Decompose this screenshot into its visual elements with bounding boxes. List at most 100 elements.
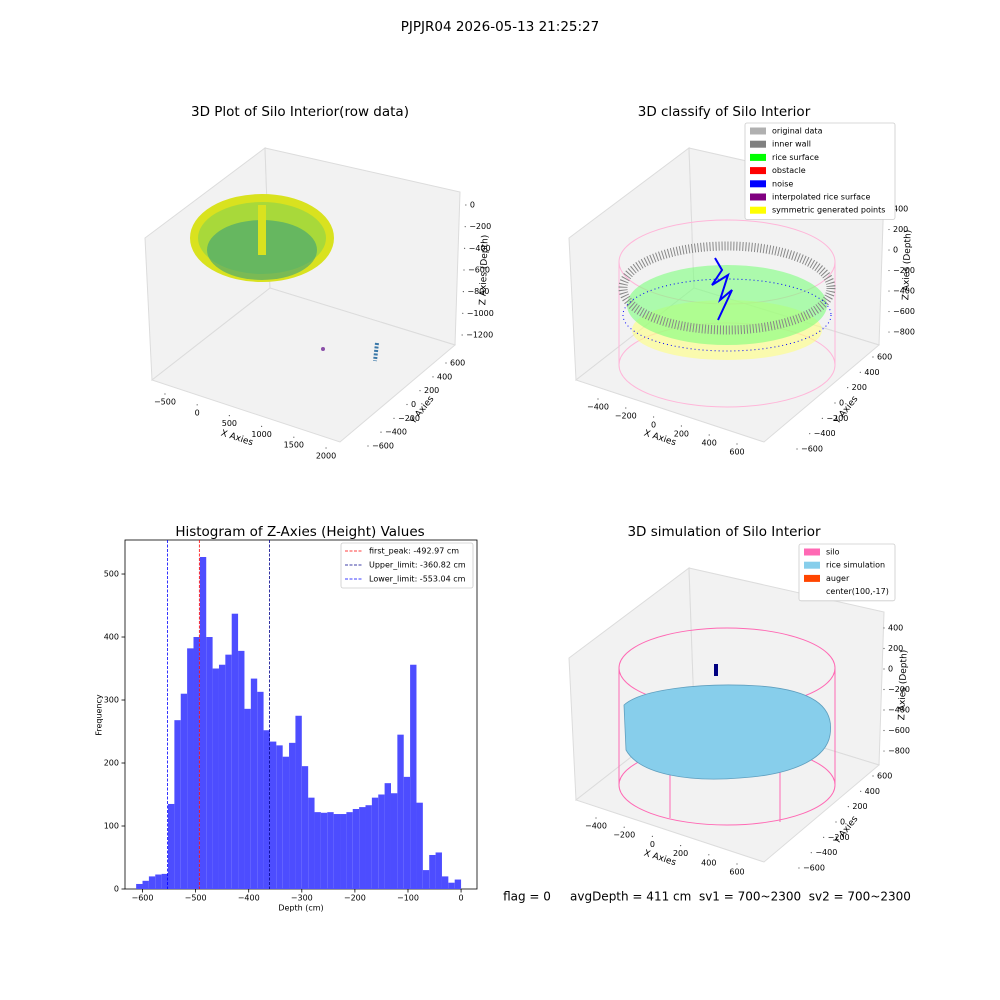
- z-tick: [888, 269, 890, 272]
- legend-label: original data: [772, 127, 823, 136]
- chart-title: 3D classify of Silo Interior: [638, 104, 811, 120]
- y-tick-label: 600: [877, 771, 892, 780]
- y-tick: [835, 821, 837, 823]
- x-tick-label: −500: [154, 398, 176, 407]
- y-tick: [445, 362, 447, 364]
- bar: [359, 807, 366, 889]
- bar: [397, 734, 404, 889]
- y-tick: [810, 852, 812, 854]
- bar: [435, 852, 442, 889]
- legend-box: [744, 122, 896, 220]
- z-tick-label: −600: [888, 726, 910, 735]
- chart-title: 3D simulation of Silo Interior: [627, 524, 821, 540]
- legend-label: silo: [826, 548, 840, 557]
- z-tick-label: 0: [893, 246, 898, 255]
- bar: [212, 668, 219, 889]
- legend-swatch: [750, 206, 766, 214]
- legend-swatch: [750, 193, 766, 201]
- y-tick-label: 0: [411, 400, 416, 409]
- z-tick: [888, 290, 890, 292]
- x-tick: [736, 443, 738, 445]
- x-tick-label: 0: [650, 840, 655, 849]
- bar: [206, 637, 213, 889]
- chart-title: Histogram of Z-Axies (Height) Values: [175, 524, 424, 540]
- bar: [365, 805, 372, 889]
- x-tick: [625, 407, 627, 409]
- x-tick-label: −400: [238, 894, 260, 903]
- bar: [416, 802, 423, 889]
- z-tick: [888, 228, 890, 231]
- bar: [429, 854, 436, 889]
- bar: [193, 637, 200, 889]
- z-tick: [883, 729, 885, 732]
- y-tick-label: −600: [803, 864, 825, 873]
- z-tick-label: −400: [888, 706, 910, 715]
- z-tick-label: −400: [469, 244, 491, 253]
- z-tick: [461, 334, 463, 336]
- z-tick-label: −800: [888, 747, 910, 756]
- z-tick: [883, 668, 885, 670]
- legend-box: [798, 543, 896, 602]
- x-tick: [261, 425, 263, 427]
- z-tick: [465, 204, 467, 206]
- y-tick-label: 300: [104, 696, 119, 705]
- y-tick: [798, 867, 800, 869]
- legend-swatch: [750, 127, 766, 135]
- bar: [308, 797, 315, 889]
- x-tick: [293, 436, 295, 438]
- legend-swatch: [804, 561, 820, 569]
- legend-label: Lower_limit: -553.04 cm: [369, 575, 466, 584]
- z-tick-label: 400: [893, 205, 908, 214]
- bar: [289, 742, 296, 889]
- y-tick: [432, 376, 434, 378]
- z-tick: [463, 269, 465, 271]
- z-tick-label: −1200: [466, 330, 493, 339]
- x-tick-label: 1500: [284, 441, 304, 450]
- y-tick: [872, 356, 874, 358]
- x-tick-label: 0: [195, 408, 200, 417]
- bar: [148, 876, 156, 889]
- inner-wall: [618, 241, 836, 335]
- z-tick-label: −400: [893, 287, 915, 296]
- point: [321, 347, 325, 351]
- z-tick: [464, 226, 466, 228]
- bar: [327, 812, 334, 889]
- y-tick-label: 400: [865, 787, 880, 796]
- z-tick-label: −600: [893, 307, 915, 316]
- y-tick: [380, 431, 382, 433]
- bar: [199, 557, 207, 889]
- z-tick: [888, 249, 890, 251]
- x-tick: [653, 416, 655, 418]
- x-tick-label: 500: [222, 419, 237, 428]
- bar: [340, 814, 347, 889]
- bar: [231, 613, 239, 889]
- bar: [441, 876, 449, 889]
- bar: [301, 766, 309, 889]
- y-tick-label: 400: [104, 633, 119, 642]
- z-tick-label: 0: [888, 664, 893, 673]
- auger: [714, 664, 718, 676]
- z-tick: [883, 647, 885, 650]
- legend-label: first_peak: -492.97 cm: [369, 547, 459, 556]
- bar: [168, 803, 175, 889]
- x-tick: [597, 398, 599, 400]
- z-axis-label: Z Axies (Depth): [897, 650, 909, 721]
- y-tick: [821, 417, 823, 419]
- x-axis-label: X Axies: [642, 429, 677, 449]
- x-tick: [228, 415, 230, 417]
- y-tick: [859, 371, 861, 373]
- bar: [244, 708, 251, 889]
- z-tick-label: 200: [893, 225, 908, 234]
- y-tick-label: 0: [114, 885, 119, 894]
- z-tick: [462, 291, 464, 293]
- bar: [269, 741, 277, 889]
- legend-label: obstacle: [772, 166, 806, 175]
- legend-label: interpolated rice surface: [772, 193, 870, 202]
- y-tick-label: −600: [372, 441, 394, 450]
- y-tick-label: −200: [828, 833, 850, 842]
- status-footer: flag = 0 avgDepth = 411 cm sv1 = 700~230…: [503, 890, 911, 904]
- y-tick: [419, 390, 421, 392]
- y-tick: [872, 775, 874, 777]
- legend-box: [340, 542, 474, 589]
